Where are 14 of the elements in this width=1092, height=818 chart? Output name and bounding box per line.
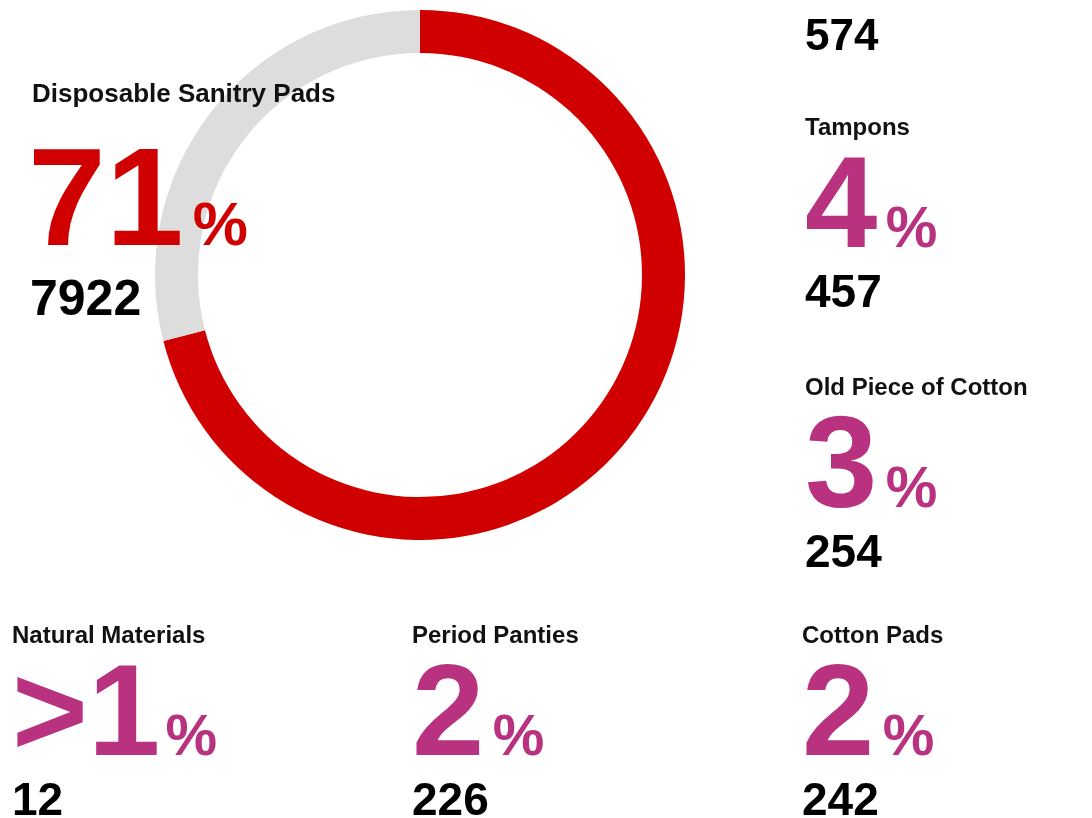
text: 12	[12, 773, 64, 818]
text: 457	[805, 265, 882, 317]
text: Tampons	[805, 113, 910, 140]
text: %	[192, 189, 248, 258]
text: 242	[802, 773, 879, 818]
text: 254	[805, 525, 883, 577]
text: %	[885, 194, 938, 259]
slice-label: Disposable Sanitry Pads	[32, 78, 336, 108]
text: 226	[412, 773, 489, 818]
text: 574	[805, 10, 879, 59]
text: %	[492, 702, 545, 767]
text: %	[885, 454, 938, 519]
text: %	[882, 702, 935, 767]
text: %	[165, 702, 218, 767]
